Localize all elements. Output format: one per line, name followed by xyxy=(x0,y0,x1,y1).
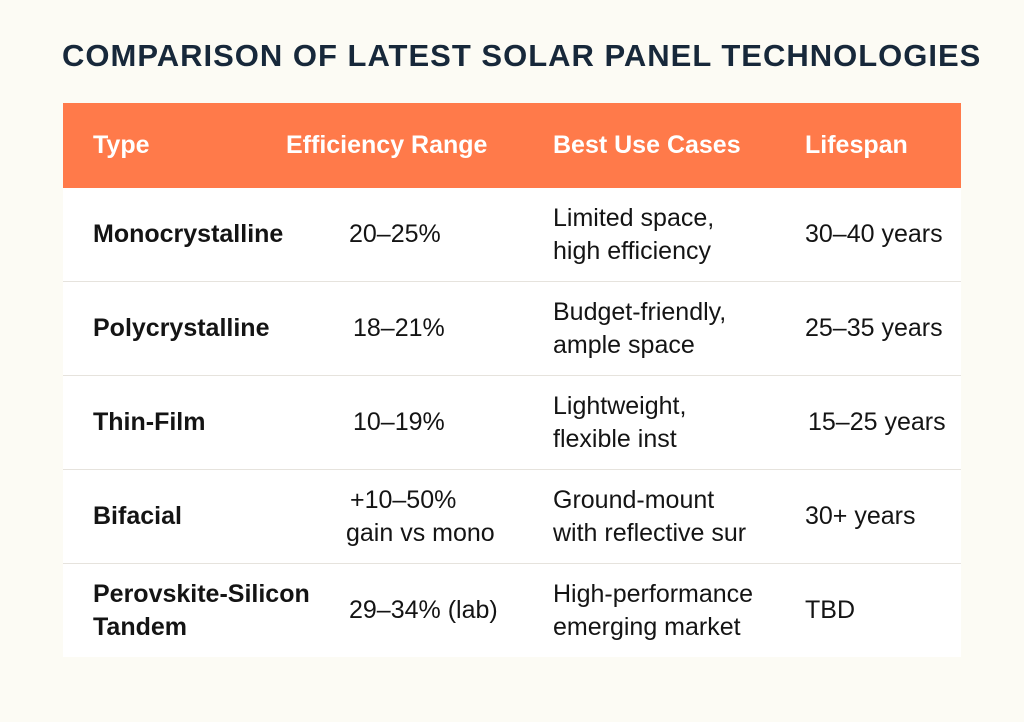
cell-text: ample space xyxy=(553,330,695,359)
table-row-thin-film: Thin-Film 10–19% Lightweight, flexible i… xyxy=(63,376,961,470)
cell-type: Bifacial xyxy=(93,470,182,563)
column-header-use-cases: Best Use Cases xyxy=(553,131,741,159)
cell-text: Polycrystalline xyxy=(93,314,270,342)
cell-text: 30+ years xyxy=(805,502,916,530)
cell-efficiency: +10–50% gain vs mono xyxy=(346,470,495,563)
cell-text: 18–21% xyxy=(353,314,445,342)
cell-text: flexible inst xyxy=(553,424,677,453)
cell-text: 30–40 years xyxy=(805,220,943,248)
cell-text: High-performance xyxy=(553,579,754,608)
cell-text: Tandem xyxy=(93,612,187,641)
cell-text: Budget-friendly, xyxy=(553,297,727,326)
column-header-lifespan: Lifespan xyxy=(805,131,908,159)
cell-type: Thin-Film xyxy=(93,376,205,469)
cell-text: Monocrystalline xyxy=(93,220,284,248)
cell-use-cases: Budget-friendly, ample space xyxy=(553,282,726,375)
cell-use-cases: Limited space, high efficiency xyxy=(553,188,714,281)
cell-lifespan: 30–40 years xyxy=(805,188,943,281)
cell-text: Thin-Film xyxy=(93,408,206,436)
cell-text: +10–50% xyxy=(350,485,457,514)
cell-efficiency: 29–34% (lab) xyxy=(349,564,498,657)
cell-text: high efficiency xyxy=(553,236,711,265)
cell-lifespan: TBD xyxy=(805,564,855,657)
cell-text: gain vs mono xyxy=(346,518,495,547)
table-row-perovskite-silicon-tandem: Perovskite-Silicon Tandem 29–34% (lab) H… xyxy=(63,564,961,657)
comparison-table: Type Efficiency Range Best Use Cases Lif… xyxy=(63,103,961,657)
table-row-polycrystalline: Polycrystalline 18–21% Budget-friendly, … xyxy=(63,282,961,376)
cell-type: Perovskite-Silicon Tandem xyxy=(93,564,310,657)
cell-efficiency: 18–21% xyxy=(353,282,445,375)
cell-type: Polycrystalline xyxy=(93,282,269,375)
cell-use-cases: Lightweight, flexible inst xyxy=(553,376,686,469)
cell-text: Limited space, xyxy=(553,203,715,232)
cell-text: emerging market xyxy=(553,612,741,641)
cell-text: Lightweight, xyxy=(553,391,687,420)
cell-use-cases: High-performance emerging market xyxy=(553,564,753,657)
cell-text: TBD xyxy=(805,596,855,624)
cell-efficiency: 20–25% xyxy=(349,188,441,281)
cell-type: Monocrystalline xyxy=(93,188,283,281)
cell-lifespan: 30+ years xyxy=(805,470,916,563)
cell-text: with reflective sur xyxy=(553,518,747,547)
cell-use-cases: Ground-mount with reflective sur xyxy=(553,470,746,563)
cell-text: 29–34% (lab) xyxy=(349,596,498,624)
cell-text: 20–25% xyxy=(349,220,441,248)
cell-text: Ground-mount xyxy=(553,485,715,514)
table-row-monocrystalline: Monocrystalline 20–25% Limited space, hi… xyxy=(63,188,961,282)
cell-text: 10–19% xyxy=(353,408,445,436)
cell-text: Bifacial xyxy=(93,502,182,530)
table-header: Type Efficiency Range Best Use Cases Lif… xyxy=(63,103,961,188)
cell-text: 15–25 years xyxy=(808,408,946,436)
cell-lifespan: 25–35 years xyxy=(805,282,943,375)
cell-lifespan: 15–25 years xyxy=(808,376,946,469)
table-row-bifacial: Bifacial +10–50% gain vs mono Ground-mou… xyxy=(63,470,961,564)
cell-efficiency: 10–19% xyxy=(353,376,445,469)
cell-text: Perovskite-Silicon xyxy=(93,579,310,608)
column-header-type: Type xyxy=(93,131,150,159)
page-title: COMPARISON OF LATEST SOLAR PANEL TECHNOL… xyxy=(62,38,982,73)
cell-text: 25–35 years xyxy=(805,314,943,342)
column-header-efficiency: Efficiency Range xyxy=(286,131,488,159)
